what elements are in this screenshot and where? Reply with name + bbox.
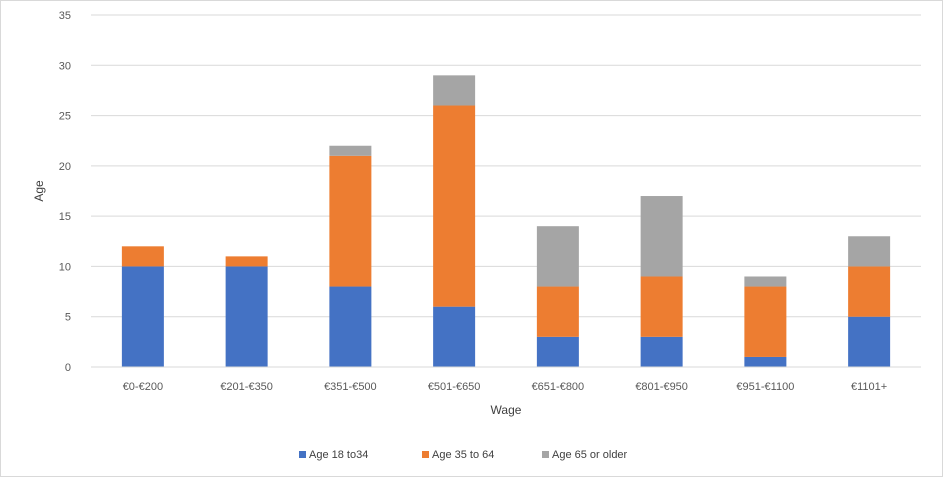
x-tick-label: €0-€200	[123, 381, 163, 393]
y-tick-label: 0	[65, 362, 71, 374]
bar-segment	[433, 105, 476, 307]
bar-segment	[433, 306, 476, 367]
y-tick-label: 35	[59, 10, 71, 22]
legend-label: Age 65 or older	[552, 449, 628, 461]
y-tick-label: 5	[65, 312, 71, 324]
x-tick-label: €801-€950	[635, 381, 688, 393]
bar-segment	[121, 246, 164, 267]
legend-swatch	[422, 451, 429, 458]
bar-segment	[848, 316, 891, 367]
x-axis-title: Wage	[491, 403, 522, 417]
bar-segment	[536, 336, 579, 367]
bar-segment	[225, 266, 268, 367]
y-tick-labels: 0 5 10 15 20 25 30 35	[59, 10, 71, 374]
y-tick-label: 30	[59, 60, 71, 72]
bar-segment	[536, 226, 579, 287]
legend-label: Age 18 to34	[309, 449, 368, 461]
bar-segment	[744, 356, 787, 367]
bar-segment	[329, 286, 372, 367]
x-tick-label: €1101+	[851, 381, 887, 393]
gridlines	[91, 14, 921, 318]
bar-segment	[121, 266, 164, 367]
legend-swatch	[299, 451, 306, 458]
legend-label: Age 35 to 64	[432, 449, 494, 461]
bar-segment	[225, 256, 268, 267]
bar-segment	[848, 236, 891, 267]
y-tick-label: 15	[59, 211, 71, 223]
bar-segment	[433, 75, 476, 106]
bar-segment	[536, 286, 579, 337]
x-tick-label: €651-€800	[532, 381, 585, 393]
y-tick-label: 25	[59, 111, 71, 123]
y-tick-label: 10	[59, 261, 71, 273]
bars	[121, 75, 891, 367]
bar-segment	[329, 155, 372, 287]
y-tick-label: 20	[59, 161, 71, 173]
x-tick-labels: €0-€200 €201-€350 €351-€500 €501-€650 €651-€…	[123, 381, 888, 393]
bar-segment	[329, 145, 372, 156]
legend: Age 18 to34 Age 35 to 64 Age 65 or older	[299, 449, 628, 461]
bar-segment	[744, 286, 787, 357]
y-axis-title: Age	[32, 180, 46, 202]
bar-segment	[640, 276, 683, 337]
bar-segment	[640, 196, 683, 277]
bar-segment	[640, 336, 683, 367]
x-tick-label: €351-€500	[324, 381, 377, 393]
x-tick-label: €501-€650	[428, 381, 481, 393]
bar-segment	[848, 266, 891, 317]
x-tick-label: €951-€1100	[736, 381, 794, 393]
bar-segment	[744, 276, 787, 287]
x-tick-label: €201-€350	[220, 381, 273, 393]
legend-swatch	[542, 451, 549, 458]
